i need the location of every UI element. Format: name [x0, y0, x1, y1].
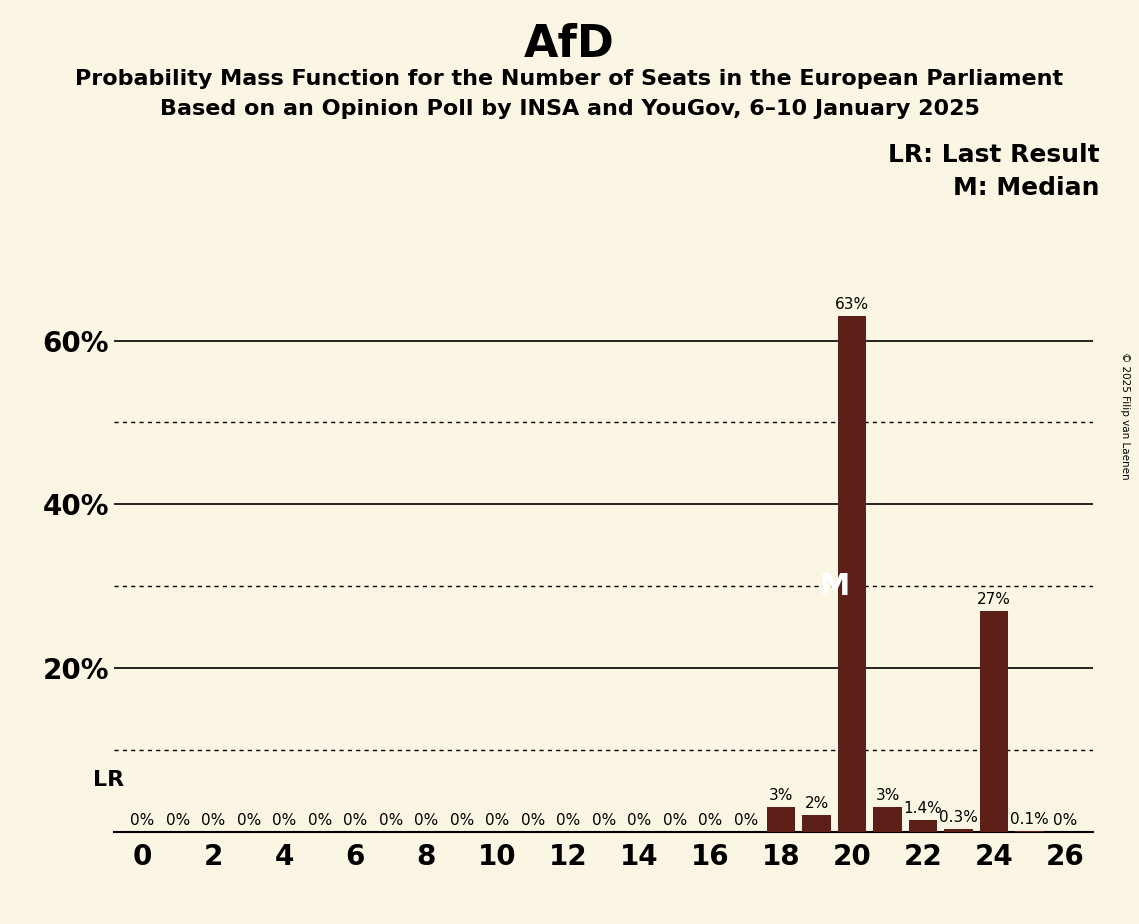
- Bar: [767, 807, 795, 832]
- Text: 0.3%: 0.3%: [940, 810, 978, 825]
- Text: 0%: 0%: [343, 812, 368, 828]
- Bar: [802, 815, 830, 832]
- Text: 0%: 0%: [591, 812, 616, 828]
- Text: 3%: 3%: [769, 788, 793, 803]
- Text: 0%: 0%: [663, 812, 687, 828]
- Text: M: Median: M: Median: [952, 176, 1099, 200]
- Text: 63%: 63%: [835, 297, 869, 312]
- Bar: [874, 807, 902, 832]
- Text: Based on an Opinion Poll by INSA and YouGov, 6–10 January 2025: Based on an Opinion Poll by INSA and You…: [159, 99, 980, 119]
- Text: 3%: 3%: [876, 788, 900, 803]
- Text: 0%: 0%: [734, 812, 757, 828]
- Text: 0%: 0%: [1052, 812, 1077, 828]
- Text: 0%: 0%: [450, 812, 474, 828]
- Bar: [909, 821, 937, 832]
- Text: LR: Last Result: LR: Last Result: [887, 143, 1099, 167]
- Text: © 2025 Filip van Laenen: © 2025 Filip van Laenen: [1121, 352, 1130, 480]
- Text: 0%: 0%: [628, 812, 652, 828]
- Text: 0%: 0%: [378, 812, 403, 828]
- Text: 2%: 2%: [804, 796, 829, 811]
- Text: 0%: 0%: [272, 812, 296, 828]
- Text: 0%: 0%: [130, 812, 155, 828]
- Bar: [944, 829, 973, 832]
- Bar: [838, 316, 867, 832]
- Text: 0%: 0%: [698, 812, 722, 828]
- Text: 1.4%: 1.4%: [903, 801, 942, 816]
- Text: 0.1%: 0.1%: [1010, 811, 1049, 827]
- Text: 0%: 0%: [237, 812, 261, 828]
- Text: LR: LR: [93, 771, 124, 790]
- Text: 0%: 0%: [165, 812, 190, 828]
- Bar: [980, 611, 1008, 832]
- Text: Probability Mass Function for the Number of Seats in the European Parliament: Probability Mass Function for the Number…: [75, 69, 1064, 90]
- Text: 0%: 0%: [202, 812, 226, 828]
- Text: 0%: 0%: [521, 812, 544, 828]
- Text: AfD: AfD: [524, 23, 615, 67]
- Text: 0%: 0%: [556, 812, 580, 828]
- Text: 0%: 0%: [308, 812, 331, 828]
- Text: M: M: [819, 572, 850, 601]
- Text: 0%: 0%: [485, 812, 509, 828]
- Text: 27%: 27%: [977, 591, 1011, 606]
- Text: 0%: 0%: [415, 812, 439, 828]
